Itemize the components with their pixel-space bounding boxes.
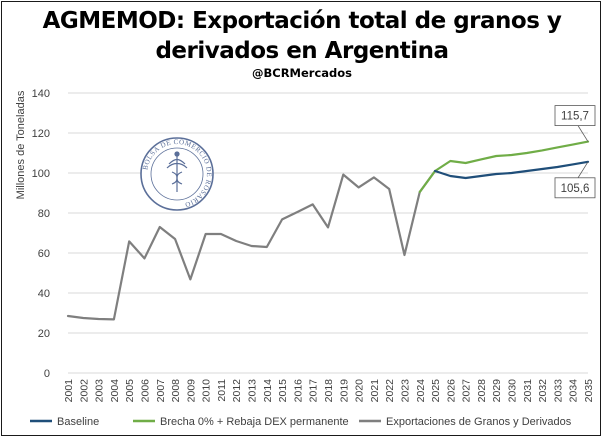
callout-leader <box>577 125 589 142</box>
x-tick-label: 2011 <box>216 379 228 402</box>
callout-box <box>554 177 596 199</box>
x-tick-label: 2024 <box>415 379 427 403</box>
x-tick-label: 2032 <box>537 379 549 403</box>
y-tick-labels: 0 20 40 60 80 100 120 140 <box>32 88 50 380</box>
x-tick-label: 2027 <box>461 379 473 403</box>
x-tick-label: 2029 <box>491 379 503 403</box>
callout-label: 115,7 <box>561 111 589 123</box>
x-tick-label: 2005 <box>124 379 136 403</box>
x-tick-label: 2007 <box>155 379 167 403</box>
x-tick-label: 2015 <box>277 379 289 403</box>
x-tick-label: 2006 <box>139 379 151 403</box>
legend-label: Brecha 0% + Rebaja DEX permanente <box>160 416 349 428</box>
chart-title-line1: AGMEMOD: Exportación total de granos y <box>42 8 562 34</box>
legend: Baseline Brecha 0% + Rebaja DEX permanent… <box>30 416 572 428</box>
x-tick-label: 2021 <box>369 379 381 403</box>
y-tick-label: 60 <box>38 248 50 260</box>
x-tick-label: 2008 <box>170 379 182 403</box>
x-tick-label: 2028 <box>476 379 488 403</box>
y-axis-label: Millones de Toneladas <box>15 90 27 199</box>
bcr-seal-logo: BOLSA DE COMERCIO DE ROSARIO <box>140 137 214 211</box>
legend-label: Exportaciones de Granos y Derivados <box>386 416 572 428</box>
x-tick-label: 2030 <box>507 379 519 403</box>
x-tick-label: 2025 <box>430 379 442 403</box>
x-tick-label: 2017 <box>308 379 320 403</box>
x-tick-label: 2004 <box>109 379 121 403</box>
x-tick-label: 2022 <box>384 379 396 403</box>
x-tick-label: 2020 <box>354 379 366 403</box>
callout-label: 105,6 <box>561 183 590 195</box>
series-line-1 <box>418 140 590 194</box>
x-tick-label: 2023 <box>399 379 411 403</box>
x-tick-label: 2018 <box>323 379 335 403</box>
y-tick-label: 100 <box>32 168 50 180</box>
x-tick-label: 2014 <box>262 379 274 403</box>
legend-label: Baseline <box>57 416 99 428</box>
x-tick-label: 2003 <box>94 379 106 403</box>
y-tick-label: 40 <box>38 288 50 300</box>
data-callouts: 115,7 105,6 <box>554 105 596 199</box>
x-tick-label: 2019 <box>338 379 350 403</box>
x-tick-label: 2001 <box>63 379 75 403</box>
callout-box <box>554 105 596 126</box>
y-tick-label: 20 <box>38 328 50 340</box>
x-tick-label: 2026 <box>445 379 457 403</box>
series-line-2 <box>66 169 437 321</box>
y-tick-label: 0 <box>44 368 50 380</box>
caduceus-icon <box>166 151 188 192</box>
x-tick-label: 2031 <box>522 379 534 403</box>
x-tick-labels: 2001 2002 2003 2004 2005 2006 2007 2008 2009 2010… <box>63 379 595 403</box>
chart-title-line2: derivados en Argentina <box>155 38 449 64</box>
x-tick-label: 2002 <box>78 379 90 403</box>
social-handle: @BCRMercados <box>251 66 353 80</box>
callout-leader <box>577 161 589 179</box>
y-tick-label: 140 <box>32 88 50 100</box>
x-tick-label: 2035 <box>583 379 595 403</box>
x-tick-label: 2016 <box>292 379 304 403</box>
series-lines <box>66 140 590 321</box>
x-tick-label: 2009 <box>185 379 197 403</box>
gridlines <box>68 92 588 374</box>
y-tick-label: 80 <box>38 208 50 220</box>
series-line-0 <box>433 160 590 180</box>
x-tick-label: 2013 <box>247 379 259 403</box>
x-tick-label: 2033 <box>552 379 564 403</box>
x-tick-label: 2012 <box>231 379 243 403</box>
x-tick-label: 2010 <box>201 379 213 403</box>
x-tick-label: 2034 <box>568 379 580 403</box>
y-tick-label: 120 <box>32 128 50 140</box>
